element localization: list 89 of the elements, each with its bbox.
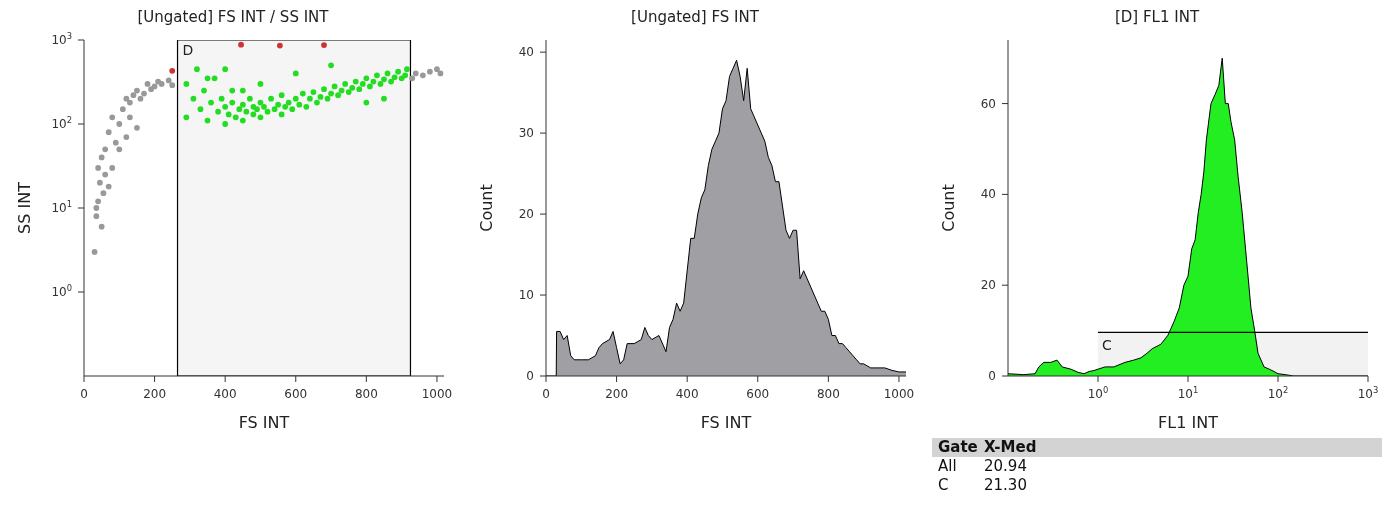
point bbox=[127, 114, 133, 121]
point bbox=[127, 99, 133, 106]
x-axis-title: FL1 INT bbox=[1158, 413, 1219, 432]
point bbox=[437, 70, 444, 77]
chart-title: [D] FL1 INT bbox=[1113, 8, 1201, 28]
point bbox=[141, 90, 147, 97]
point bbox=[91, 249, 98, 255]
point bbox=[169, 67, 176, 74]
point bbox=[98, 154, 105, 161]
x-tick-label: 1000 bbox=[421, 387, 453, 401]
x-tick-label: 10$^{1}$ bbox=[1177, 385, 1199, 401]
y-tick-label: 20 bbox=[980, 278, 996, 293]
chart-title: [Ungated] FS INT / SS INT bbox=[136, 8, 330, 28]
y-tick-label: 10 bbox=[518, 288, 534, 303]
x-tick-label: 0 bbox=[80, 387, 88, 401]
x-tick-label: 200 bbox=[605, 387, 629, 401]
y-tick-label: 60 bbox=[980, 96, 996, 111]
y-tick-label: 10$^{0}$ bbox=[51, 283, 72, 299]
point bbox=[144, 81, 151, 87]
text: C bbox=[938, 476, 950, 495]
point bbox=[427, 68, 433, 75]
point bbox=[238, 41, 244, 48]
y-tick-label: 10$^{3}$ bbox=[51, 31, 72, 47]
y-axis-title: SS INT bbox=[14, 181, 34, 234]
x-tick-label: 10$^{2}$ bbox=[1267, 385, 1289, 401]
point bbox=[95, 198, 101, 205]
y-tick-label: 40 bbox=[518, 45, 534, 60]
x-tick-label: 800 bbox=[354, 387, 378, 401]
point bbox=[105, 183, 112, 190]
point bbox=[169, 82, 176, 89]
y-tick-label: 10$^{2}$ bbox=[51, 115, 72, 131]
point bbox=[165, 77, 172, 84]
point bbox=[277, 42, 283, 49]
point bbox=[97, 179, 103, 186]
x-tick-label: 1000 bbox=[883, 387, 915, 401]
x-axis-title: FS INT bbox=[700, 413, 752, 432]
point bbox=[102, 146, 109, 153]
point bbox=[130, 92, 137, 99]
point bbox=[119, 106, 126, 113]
point bbox=[434, 66, 440, 72]
point bbox=[116, 146, 123, 153]
point bbox=[93, 205, 100, 211]
text: All bbox=[938, 457, 958, 476]
point bbox=[419, 72, 426, 79]
x-tick-label: 600 bbox=[746, 387, 770, 401]
band-label: D bbox=[182, 41, 194, 58]
point bbox=[93, 213, 100, 220]
point bbox=[412, 70, 419, 77]
x-tick-label: 400 bbox=[675, 387, 699, 401]
y-axis-title: Count bbox=[476, 184, 496, 232]
chart-title: [Ungated] FS INT bbox=[630, 8, 760, 28]
x-tick-label: 600 bbox=[284, 387, 308, 401]
x-tick-label: 200 bbox=[143, 387, 167, 401]
point bbox=[123, 95, 130, 102]
point bbox=[109, 114, 116, 121]
point bbox=[102, 171, 109, 178]
y-axis-title: Count bbox=[938, 184, 958, 232]
point bbox=[109, 165, 116, 171]
x-tick-label: 10$^{3}$ bbox=[1357, 385, 1379, 401]
y-tick-label: 20 bbox=[518, 207, 534, 222]
y-tick-label: 10$^{1}$ bbox=[51, 199, 72, 215]
point bbox=[158, 81, 165, 87]
y-tick-label: 30 bbox=[518, 126, 534, 141]
point bbox=[134, 87, 140, 94]
y-tick-label: 0 bbox=[526, 369, 534, 383]
point bbox=[98, 223, 105, 230]
point bbox=[100, 190, 107, 197]
text: Gate bbox=[938, 438, 979, 457]
point bbox=[112, 139, 119, 146]
x-axis-title: FS INT bbox=[238, 413, 290, 432]
point bbox=[105, 129, 112, 136]
point bbox=[123, 134, 130, 140]
text: X-Med bbox=[984, 438, 1037, 457]
point bbox=[321, 42, 327, 48]
point bbox=[134, 124, 140, 131]
point bbox=[409, 75, 416, 82]
y-tick-label: 0 bbox=[988, 369, 996, 383]
x-tick-label: 800 bbox=[816, 387, 840, 401]
x-tick-label: 10$^{0}$ bbox=[1087, 385, 1109, 401]
x-tick-label: 400 bbox=[213, 387, 237, 401]
x-tick-label: 0 bbox=[542, 387, 550, 401]
band-label: C bbox=[1102, 337, 1112, 354]
point bbox=[116, 121, 123, 127]
text: 20.94 bbox=[984, 457, 1027, 476]
y-tick-label: 40 bbox=[980, 187, 996, 202]
text: 21.30 bbox=[984, 476, 1027, 495]
point bbox=[95, 165, 101, 171]
point bbox=[151, 83, 158, 90]
point bbox=[137, 95, 144, 102]
